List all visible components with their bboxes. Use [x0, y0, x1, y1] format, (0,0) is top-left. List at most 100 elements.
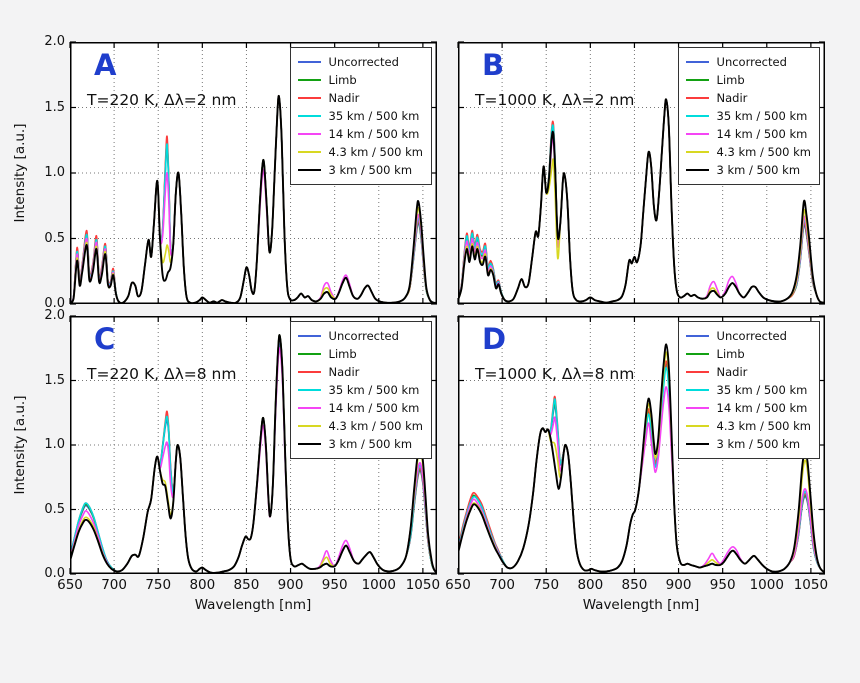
legend-line-swatch: [685, 150, 709, 154]
legend-line-swatch: [685, 114, 709, 118]
y-axis-label-top: Intensity [a.u.]: [12, 123, 28, 223]
legend-line-swatch: [297, 96, 321, 100]
panel-b-plot: [457, 41, 825, 305]
x-tick-label: 700: [101, 577, 127, 593]
legend-entry-uncorrected: Uncorrected: [685, 327, 811, 345]
x-tick-label: 900: [277, 577, 304, 593]
legend-line-swatch: [297, 406, 321, 410]
y-tick-label: 0.5: [44, 501, 65, 517]
panel-c-annotation: T=220 K, Δλ=8 nm: [87, 365, 237, 383]
legend-line-swatch: [685, 370, 709, 374]
x-tick-label: 750: [533, 577, 560, 593]
legend-entry-label: 14 km / 500 km: [716, 401, 808, 415]
legend-line-swatch: [297, 424, 321, 428]
panel-a: A T=220 K, Δλ=2 nm Uncorrected Limb Nadir 3…: [44, 34, 437, 311]
legend-entry-35-km-500-km: 35 km / 500 km: [297, 107, 423, 125]
panel-a-letter: A: [94, 48, 117, 82]
legend-entry-35-km-500-km: 35 km / 500 km: [685, 107, 811, 125]
x-tick-label: 900: [665, 577, 692, 593]
legend-entry-label: Limb: [328, 73, 357, 87]
legend-line-swatch: [297, 370, 321, 374]
legend-line-swatch: [685, 352, 709, 356]
legend-entry-label: Limb: [716, 347, 745, 361]
y-tick-label: 1.0: [44, 437, 65, 452]
panel-a-plot: [69, 41, 437, 305]
legend-line-swatch: [297, 388, 321, 392]
legend-entry-label: Uncorrected: [328, 55, 399, 69]
legend-line-swatch: [297, 352, 321, 356]
series-3-km-500-km: [458, 98, 825, 304]
legend-entry-4-3-km-500-km: 4.3 km / 500 km: [297, 143, 423, 161]
panel-b-annotation: T=1000 K, Δλ=2 nm: [475, 91, 635, 109]
legend-line-swatch: [685, 406, 709, 410]
y-tick-label: 2.0: [44, 308, 65, 323]
legend-line-swatch: [297, 78, 321, 82]
legend-entry-label: 14 km / 500 km: [716, 127, 808, 141]
legend-entry-nadir: Nadir: [297, 363, 423, 381]
legend: Uncorrected Limb Nadir 35 km / 500 km 14 km …: [677, 321, 820, 459]
legend-entry-label: 35 km / 500 km: [328, 383, 420, 397]
x-tick-label: 650: [445, 577, 471, 593]
legend-line-swatch: [685, 424, 709, 428]
x-tick-label: 950: [709, 577, 736, 593]
legend-line-swatch: [685, 334, 709, 338]
x-tick-label: 1050: [405, 577, 441, 593]
legend-entry-label: 3 km / 500 km: [328, 163, 413, 177]
legend-entry-label: Uncorrected: [328, 329, 399, 343]
y-tick-label: 0.5: [44, 230, 65, 246]
plot-border: [70, 316, 437, 574]
legend-entry-4-3-km-500-km: 4.3 km / 500 km: [685, 143, 811, 161]
legend-entry-3-km-500-km: 3 km / 500 km: [297, 435, 423, 453]
legend-entry-label: Uncorrected: [716, 329, 787, 343]
legend-entry-14-km-500-km: 14 km / 500 km: [297, 125, 423, 143]
legend-line-swatch: [685, 132, 709, 136]
legend-entry-nadir: Nadir: [685, 89, 811, 107]
legend: Uncorrected Limb Nadir 35 km / 500 km 14 km …: [289, 47, 432, 185]
legend-entry-label: 4.3 km / 500 km: [328, 145, 423, 159]
legend-entry-uncorrected: Uncorrected: [297, 327, 423, 345]
legend-entry-label: 35 km / 500 km: [328, 109, 420, 123]
legend: Uncorrected Limb Nadir 35 km / 500 km 14 km …: [677, 47, 820, 185]
legend-entry-label: Nadir: [328, 91, 360, 105]
legend-line-swatch: [685, 78, 709, 82]
x-tick-label: 850: [621, 577, 648, 593]
plot-border: [458, 42, 825, 304]
legend-entry-label: 4.3 km / 500 km: [716, 145, 811, 159]
legend-entry-label: Nadir: [328, 365, 360, 379]
legend-entry-label: Limb: [328, 347, 357, 361]
legend-line-swatch: [297, 150, 321, 154]
legend-entry-4-3-km-500-km: 4.3 km / 500 km: [685, 417, 811, 435]
legend-entry-4-3-km-500-km: 4.3 km / 500 km: [297, 417, 423, 435]
legend-line-swatch: [297, 334, 321, 338]
panel-c-letter: C: [94, 322, 116, 356]
legend-entry-label: 3 km / 500 km: [328, 437, 413, 451]
x-tick-label: 800: [577, 577, 604, 593]
legend-entry-3-km-500-km: 3 km / 500 km: [685, 435, 811, 453]
legend-entry-label: Uncorrected: [716, 55, 787, 69]
x-tick-label: 800: [189, 577, 216, 593]
y-tick-label: 1.0: [44, 165, 65, 180]
legend-entry-label: 35 km / 500 km: [716, 109, 808, 123]
x-tick-label: 950: [321, 577, 348, 593]
x-axis-label-left: Wavelength [nm]: [194, 597, 312, 613]
y-tick-label: 2.0: [44, 34, 65, 49]
panel-b-letter: B: [482, 48, 505, 82]
legend-line-swatch: [297, 168, 321, 172]
legend-entry-14-km-500-km: 14 km / 500 km: [685, 125, 811, 143]
legend-entry-limb: Limb: [685, 345, 811, 363]
legend-entry-uncorrected: Uncorrected: [685, 53, 811, 71]
panel-a-annotation: T=220 K, Δλ=2 nm: [87, 91, 237, 109]
legend-entry-14-km-500-km: 14 km / 500 km: [685, 399, 811, 417]
x-tick-label: 750: [145, 577, 172, 593]
legend-entry-3-km-500-km: 3 km / 500 km: [685, 161, 811, 179]
legend-entry-35-km-500-km: 35 km / 500 km: [685, 381, 811, 399]
legend-line-swatch: [685, 60, 709, 64]
legend-entry-label: 14 km / 500 km: [328, 127, 420, 141]
legend-entry-label: 3 km / 500 km: [716, 163, 801, 177]
legend-entry-limb: Limb: [685, 71, 811, 89]
legend-entry-label: 4.3 km / 500 km: [328, 419, 423, 433]
panel-d-letter: D: [482, 322, 507, 356]
x-tick-label: 700: [489, 577, 515, 593]
legend-entry-label: Nadir: [716, 365, 748, 379]
